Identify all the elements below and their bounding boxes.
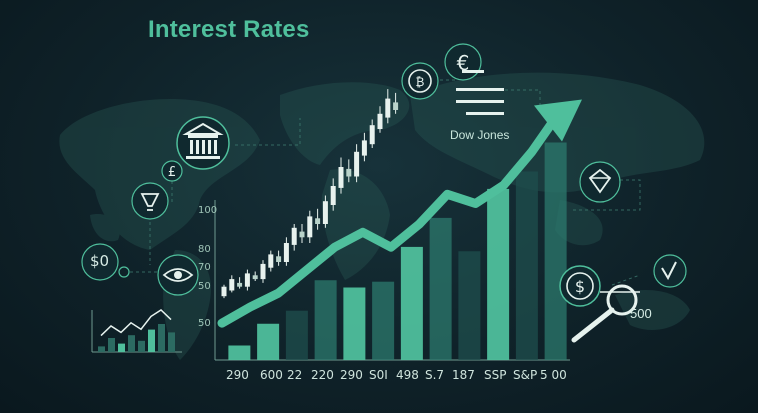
- candle: [276, 256, 282, 262]
- candle: [283, 243, 289, 262]
- y-tick-label: 100: [198, 205, 218, 216]
- connector-lines: [130, 79, 641, 286]
- candle: [237, 282, 243, 287]
- candle: [221, 286, 227, 297]
- mini-bar: [168, 332, 175, 352]
- page-title: Interest Rates: [148, 16, 310, 43]
- svg-text:$: $: [575, 277, 585, 296]
- candle: [322, 201, 328, 224]
- x-tick-label: 290: [340, 368, 363, 382]
- bar: [314, 280, 337, 360]
- candle: [244, 273, 250, 287]
- bar: [400, 246, 423, 360]
- pound-icon: £: [161, 160, 183, 182]
- svg-text:€: €: [457, 51, 470, 75]
- svg-text:₿: ₿: [416, 75, 425, 89]
- x-tick-label: SSP: [484, 368, 507, 382]
- candle: [385, 98, 391, 118]
- x-tick-label: 187: [452, 368, 475, 382]
- svg-text:£: £: [168, 165, 176, 180]
- x-tick-label: 498: [396, 368, 419, 382]
- bottom-right-value: 500: [630, 306, 652, 321]
- lightbulb-icon: [131, 182, 169, 220]
- y-tick-label: 50: [198, 281, 211, 292]
- bar: [285, 310, 308, 360]
- x-tick-label: S.7: [425, 368, 445, 382]
- bar: [257, 323, 280, 360]
- trend-line: [217, 107, 565, 328]
- x-tick-label: S0I: [369, 368, 388, 382]
- y-tick-label: 70: [198, 262, 211, 273]
- candle: [369, 125, 375, 145]
- candle: [377, 113, 383, 129]
- bar: [544, 142, 567, 360]
- y-tick-label: 50: [198, 318, 211, 329]
- bank-icon: [176, 116, 230, 170]
- bar: [343, 287, 366, 360]
- trend-arrowhead: [534, 99, 582, 142]
- x-tick-label: 22: [287, 368, 303, 382]
- magnifier-icon: [571, 284, 640, 343]
- mini-bar: [138, 340, 145, 352]
- x-tick-label: S&P: [513, 368, 538, 382]
- candle: [291, 227, 297, 245]
- candle: [268, 254, 274, 268]
- candle: [330, 186, 336, 205]
- x-tick-label: 220: [311, 368, 334, 382]
- mini-line: [100, 309, 172, 337]
- mini-bar: [128, 335, 135, 352]
- candle: [338, 167, 344, 188]
- bar: [228, 345, 251, 360]
- mini-bar: [148, 329, 155, 352]
- candle: [299, 231, 305, 238]
- y-tick-label: 80: [198, 244, 211, 255]
- gem-icon: [579, 161, 621, 203]
- candle: [252, 275, 258, 280]
- x-tick-label: 290: [226, 368, 249, 382]
- euro-icon: €: [444, 43, 482, 81]
- mini-bar: [118, 343, 125, 352]
- candle: [229, 279, 235, 291]
- bar: [372, 281, 395, 360]
- mini-bar: [98, 346, 105, 352]
- bar: [429, 217, 452, 360]
- x-tick-label: 5 00: [540, 368, 567, 382]
- candle: [260, 263, 266, 280]
- mini-bar: [108, 338, 115, 352]
- candle: [307, 216, 313, 238]
- bar: [487, 188, 510, 360]
- bar: [458, 251, 481, 360]
- bar: [515, 171, 538, 360]
- candle: [354, 151, 360, 177]
- candle: [361, 140, 367, 156]
- x-tick-label: 600: [260, 368, 283, 382]
- dow-jones-label: Dow Jones: [450, 128, 510, 142]
- bitcoin-icon: ₿: [401, 62, 439, 100]
- mini-bar: [158, 324, 165, 352]
- menu-lines: [456, 70, 504, 115]
- dollar-icon: $: [559, 265, 601, 307]
- dollar-circle-left: [81, 243, 130, 281]
- candle: [346, 168, 352, 177]
- candle: [393, 102, 399, 110]
- dollar-zero-text: $0: [90, 252, 110, 270]
- candle: [315, 218, 321, 224]
- eye-icon: [157, 254, 199, 296]
- arrow-icon: [653, 254, 687, 288]
